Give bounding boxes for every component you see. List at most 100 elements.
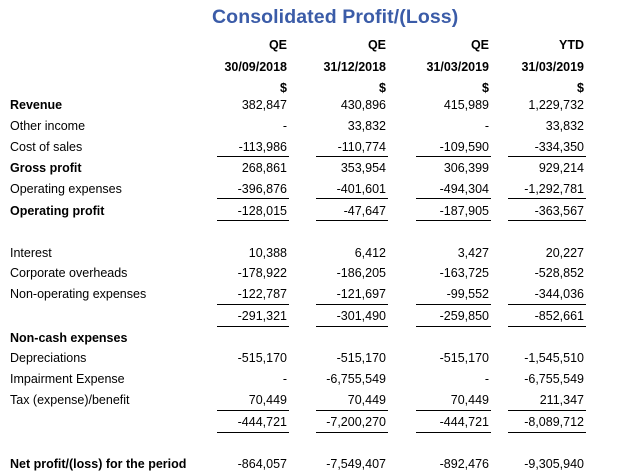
row-value: -363,567 (534, 204, 584, 218)
subtotal-rule (217, 220, 289, 221)
row-value: - (282, 372, 287, 386)
column-header-period-type: QE (268, 38, 287, 52)
subtotal-rule (508, 432, 586, 433)
subtotal-rule (316, 198, 388, 199)
row-value: 70,449 (347, 393, 386, 407)
row-value: 6,412 (354, 246, 386, 260)
row-value: -187,905 (439, 204, 489, 218)
row-label: Non-operating expenses (10, 287, 147, 301)
row-value: -334,350 (534, 140, 584, 154)
row-value: - (484, 372, 489, 386)
subtotal-rule (217, 156, 289, 157)
column-header-currency: $ (280, 81, 287, 95)
row-value: -99,552 (446, 287, 489, 301)
subtotal-rule (416, 198, 491, 199)
subtotal-rule (508, 220, 586, 221)
row-value: -528,852 (534, 266, 584, 280)
subtotal-rule (217, 432, 289, 433)
row-value: 70,449 (248, 393, 287, 407)
subtotal-rule (217, 410, 289, 411)
row-label: Interest (10, 246, 52, 260)
row-value: 10,388 (248, 246, 287, 260)
column-header-currency: $ (379, 81, 386, 95)
subtotal-rule (416, 432, 491, 433)
subtotal-rule (508, 156, 586, 157)
column-header-period-type: QE (367, 38, 386, 52)
subtotal-rule (508, 410, 586, 411)
subtotal-rule (416, 220, 491, 221)
row-label: Cost of sales (10, 140, 83, 154)
statement-title: Consolidated Profit/(Loss) (212, 6, 459, 28)
column-header-date: 31/03/2019 (426, 60, 489, 74)
row-label: Other income (10, 119, 86, 133)
row-value: 353,954 (340, 161, 386, 175)
column-header-date: 31/03/2019 (521, 60, 584, 74)
row-value: -515,170 (237, 351, 287, 365)
row-label: Depreciations (10, 351, 87, 365)
row-value: -122,787 (237, 287, 287, 301)
subtotal-rule (217, 304, 289, 305)
subtotal-rule (416, 410, 491, 411)
row-value: -1,545,510 (524, 351, 584, 365)
subtotal-rule (416, 304, 491, 305)
row-value: -396,876 (237, 182, 287, 196)
row-value: 306,399 (443, 161, 489, 175)
row-value: -344,036 (534, 287, 584, 301)
subtotal-rule (316, 220, 388, 221)
row-value: -1,292,781 (524, 182, 584, 196)
column-header-date: 31/12/2018 (323, 60, 386, 74)
subtotal-rule (508, 326, 586, 327)
subtotal-rule (316, 410, 388, 411)
subtotal-rule (508, 198, 586, 199)
row-value: 33,832 (545, 119, 584, 133)
row-label: Operating profit (10, 204, 105, 218)
row-label: Impairment Expense (10, 372, 125, 386)
row-value: 70,449 (450, 393, 489, 407)
row-value: -8,089,712 (524, 415, 584, 429)
row-value: 1,229,732 (528, 98, 584, 112)
subtotal-rule (416, 156, 491, 157)
row-value: -444,721 (439, 415, 489, 429)
row-label: Net profit/(loss) for the period (10, 457, 187, 471)
row-value: -121,697 (336, 287, 386, 301)
subtotal-rule (217, 326, 289, 327)
column-header-currency: $ (577, 81, 584, 95)
row-value: -186,205 (336, 266, 386, 280)
row-value: -291,321 (237, 309, 287, 323)
row-value: -128,015 (237, 204, 287, 218)
row-value: 211,347 (539, 393, 584, 407)
column-header-date: 30/09/2018 (224, 60, 287, 74)
row-value: -301,490 (336, 309, 386, 323)
column-header-period-type: QE (470, 38, 489, 52)
row-value: 415,989 (443, 98, 489, 112)
row-label: Corporate overheads (10, 266, 128, 280)
row-label: Revenue (10, 98, 63, 112)
row-value: -444,721 (237, 415, 287, 429)
row-value: -7,549,407 (326, 457, 386, 471)
row-value: -515,170 (439, 351, 489, 365)
column-header-period-type: YTD (559, 38, 584, 52)
row-value: -401,601 (336, 182, 386, 196)
column-header-currency: $ (482, 81, 489, 95)
subtotal-rule (316, 304, 388, 305)
row-value: -852,661 (534, 309, 584, 323)
row-value: -113,986 (238, 140, 287, 154)
row-value: 430,896 (340, 98, 386, 112)
row-value: -515,170 (336, 351, 386, 365)
row-value: 3,427 (457, 246, 489, 260)
row-value: 20,227 (545, 246, 584, 260)
subtotal-rule (508, 304, 586, 305)
row-value: -163,725 (439, 266, 489, 280)
subtotal-rule (316, 156, 388, 157)
row-value: 268,861 (241, 161, 287, 175)
row-value: -892,476 (439, 457, 489, 471)
row-label: Operating expenses (10, 182, 122, 196)
subtotal-rule (416, 326, 491, 327)
row-label: Tax (expense)/benefit (10, 393, 130, 407)
row-value: -110,774 (337, 140, 386, 154)
row-value: -47,647 (343, 204, 386, 218)
row-value: - (484, 119, 489, 133)
row-value: 33,832 (347, 119, 386, 133)
row-value: -864,057 (237, 457, 287, 471)
